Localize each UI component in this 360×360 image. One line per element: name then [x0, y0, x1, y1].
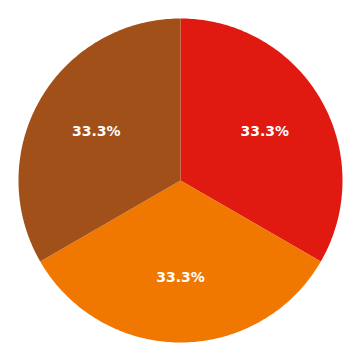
svg-text:33.3%: 33.3% — [156, 269, 205, 285]
svg-text:33.3%: 33.3% — [240, 123, 289, 139]
svg-text:33.3%: 33.3% — [72, 123, 121, 139]
